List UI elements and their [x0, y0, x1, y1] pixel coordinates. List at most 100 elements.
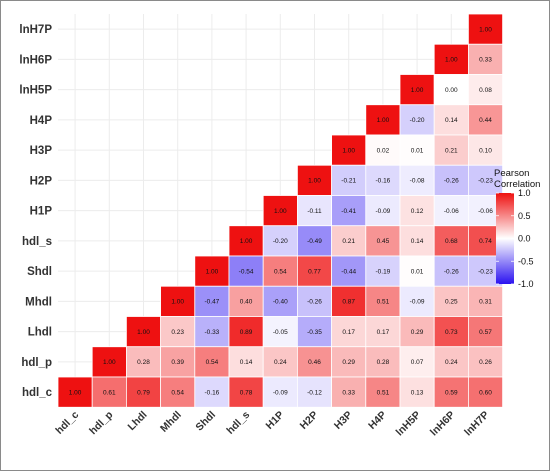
- legend-tick-label: 0.5: [518, 211, 531, 221]
- cell-value-label: 0.51: [377, 299, 390, 306]
- cell-value-label: 1.00: [69, 389, 82, 396]
- y-axis-label: hdl_p: [21, 357, 52, 369]
- heatmap-cell: [365, 376, 401, 408]
- legend-tick-label: 0.0: [518, 234, 531, 244]
- legend-title: Correlation: [494, 179, 540, 190]
- heatmap-cell: [399, 74, 435, 106]
- cell-value-label: 0.01: [411, 147, 424, 154]
- cell-value-label: 0.60: [479, 389, 492, 396]
- cell-value-label: -0.40: [273, 299, 288, 306]
- cell-value-label: -0.12: [307, 389, 322, 396]
- heatmap-cell: [433, 74, 469, 106]
- heatmap-cell: [365, 346, 401, 378]
- cell-value-label: 0.21: [342, 238, 355, 245]
- cell-value-label: 0.79: [137, 389, 150, 396]
- cell-value-label: 0.07: [411, 359, 424, 366]
- cell-value-label: 0.25: [445, 299, 458, 306]
- heatmap-cell: [467, 285, 503, 317]
- cell-value-label: 0.68: [445, 238, 458, 245]
- cell-value-label: -0.26: [444, 268, 459, 275]
- y-axis-label: hdl_c: [22, 387, 53, 399]
- y-axis-label: H1P: [30, 206, 53, 218]
- cell-value-label: 0.26: [479, 359, 492, 366]
- heatmap-cell: [296, 316, 332, 348]
- cell-value-label: -0.05: [273, 329, 288, 336]
- x-axis-label: hdl_c: [53, 409, 81, 437]
- cell-value-label: -0.23: [478, 268, 493, 275]
- heatmap-cell: [399, 255, 435, 287]
- x-axis-label: H1P: [263, 409, 286, 432]
- cell-value-label: 0.87: [342, 299, 355, 306]
- cell-value-label: 0.14: [411, 238, 424, 245]
- heatmap-cell: [399, 134, 435, 166]
- cell-value-label: 0.73: [445, 329, 458, 336]
- x-axis-label: Lhdl: [125, 409, 149, 433]
- heatmap-cell: [160, 285, 196, 317]
- cell-value-label: -0.26: [307, 299, 322, 306]
- cell-value-label: 1.00: [377, 117, 390, 124]
- heatmap-cell: [365, 164, 401, 196]
- legend-tick-label: -0.5: [518, 256, 534, 266]
- cell-value-label: -0.35: [307, 329, 322, 336]
- cell-value-label: 0.13: [411, 389, 424, 396]
- cell-value-label: 0.57: [479, 329, 492, 336]
- heatmap-cell: [91, 376, 127, 408]
- heatmap-cell: [126, 346, 162, 378]
- x-axis-labels: hdl_c hdl_p Lhdl Mhdl Shdl hdl_s H1P H2P H3P H4P l…: [53, 409, 491, 439]
- cell-value-label: 1.00: [445, 57, 458, 64]
- heatmap-cell: [126, 316, 162, 348]
- heatmap-cell: [433, 225, 469, 257]
- cell-value-label: 0.14: [240, 359, 253, 366]
- cell-value-label: 0.10: [479, 147, 492, 154]
- y-axis-labels: lnH7P lnH6P lnH5P H4P H3P H2P H1P hdl_s Shdl Mhdl…: [19, 24, 52, 399]
- heatmap-cell: [365, 104, 401, 136]
- cell-value-label: -0.47: [204, 299, 219, 306]
- cell-value-label: -0.16: [375, 178, 390, 185]
- heatmap-cell: [467, 346, 503, 378]
- y-axis-label: H2P: [30, 175, 53, 187]
- heatmap-cell: [433, 316, 469, 348]
- heatmap-cell: [399, 376, 435, 408]
- heatmap-cell: [262, 285, 298, 317]
- x-axis-label: H4P: [366, 409, 389, 432]
- cell-value-label: -0.49: [307, 238, 322, 245]
- cell-value-label: -0.11: [307, 208, 322, 215]
- cell-value-label: 0.46: [308, 359, 321, 366]
- cell-value-label: 0.61: [103, 389, 116, 396]
- cell-value-label: 0.00: [445, 87, 458, 94]
- x-axis-label: H2P: [298, 409, 321, 432]
- cell-value-label: 0.40: [240, 299, 253, 306]
- cell-value-label: 0.74: [479, 238, 492, 245]
- heatmap-cell: [194, 346, 230, 378]
- cell-value-label: 0.39: [171, 359, 184, 366]
- heatmap-cell: [433, 255, 469, 287]
- heatmap-cell: [228, 255, 264, 287]
- cell-value-label: 0.54: [274, 268, 287, 275]
- x-axis-label: lnH7P: [462, 409, 492, 439]
- heatmap-cell: [296, 346, 332, 378]
- cell-value-label: 0.54: [206, 359, 219, 366]
- cell-value-label: -0.19: [375, 268, 390, 275]
- heatmap-cell: [433, 285, 469, 317]
- cell-value-label: 0.24: [274, 359, 287, 366]
- cell-value-label: -0.41: [341, 208, 356, 215]
- cell-value-label: -0.20: [273, 238, 288, 245]
- cell-value-label: 0.14: [445, 117, 458, 124]
- cell-value-label: 0.17: [377, 329, 390, 336]
- y-axis-label: lnH5P: [19, 85, 52, 97]
- y-axis-label: H4P: [30, 115, 53, 127]
- cell-value-label: -0.16: [204, 389, 219, 396]
- cell-value-label: -0.26: [444, 178, 459, 185]
- heatmap-cell: [399, 285, 435, 317]
- heatmap-cell: [399, 195, 435, 227]
- cell-value-label: 0.59: [445, 389, 458, 396]
- cell-value-label: 1.00: [137, 329, 150, 336]
- x-axis-label: lnH6P: [428, 409, 458, 439]
- cell-value-label: 0.29: [342, 359, 355, 366]
- cell-value-label: 0.28: [377, 359, 390, 366]
- heatmap-cell: [296, 285, 332, 317]
- heatmap-cell: [365, 285, 401, 317]
- y-axis-label: H3P: [30, 145, 53, 157]
